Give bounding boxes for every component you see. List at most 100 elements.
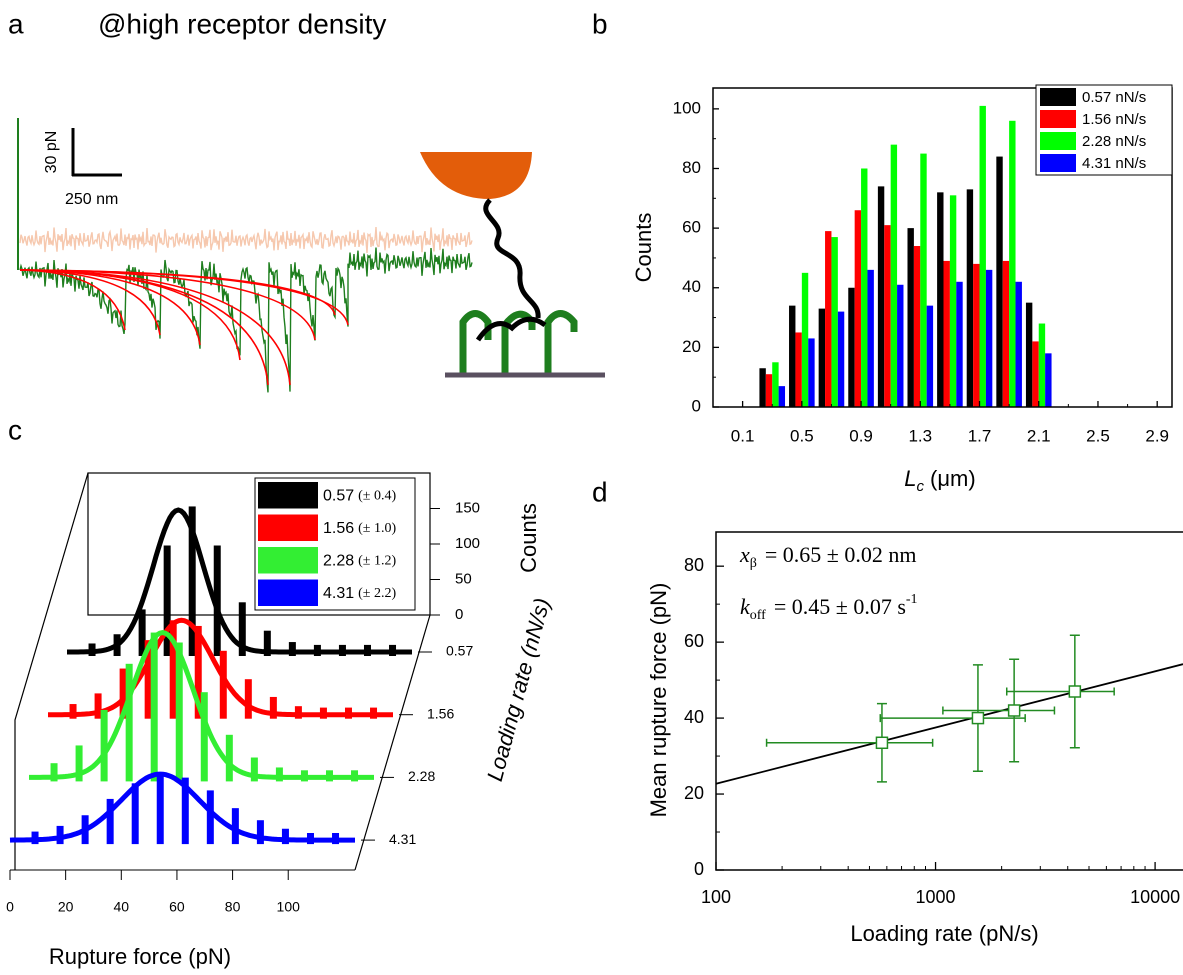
x-axis-unit: (μm)	[930, 466, 976, 491]
bar	[854, 210, 862, 407]
y-tick-label: 60	[682, 218, 701, 237]
bar	[949, 195, 957, 407]
bar	[281, 828, 289, 845]
legend-swatch	[1040, 88, 1076, 106]
bar	[795, 332, 802, 407]
fit-line	[715, 663, 1183, 785]
x-tick-label: 2.9	[1145, 426, 1169, 445]
bar	[225, 734, 233, 782]
panel-title: @high receptor density	[98, 8, 386, 39]
x-tick-label: 20	[58, 899, 74, 915]
x-tick-label: 2.5	[1086, 426, 1110, 445]
bar	[848, 287, 855, 407]
x-tick-label: 1.3	[908, 426, 932, 445]
x-tick-label: 1000	[916, 887, 956, 907]
scale-label: 30 pN	[43, 131, 60, 174]
legend-rate: 0.57	[323, 487, 354, 504]
bar	[913, 246, 921, 407]
annotation: xβ = 0.65 ± 0.02 nm	[739, 542, 916, 571]
y-tick-label: 1.56	[427, 705, 454, 721]
bar	[837, 311, 845, 407]
bar	[825, 231, 832, 407]
annotation-text: = 0.65 ± 0.02 nm	[765, 542, 917, 567]
wlc-fit	[19, 269, 291, 386]
bar	[269, 696, 277, 719]
legend-error: (± 1.2)	[358, 553, 396, 568]
bar	[69, 704, 77, 719]
bar	[75, 745, 83, 782]
y-tick-label: 0	[694, 859, 704, 879]
bar	[966, 189, 974, 407]
bar	[765, 374, 773, 407]
bar	[907, 228, 914, 407]
bar	[200, 692, 208, 782]
bar	[94, 693, 102, 719]
scale-bar	[71, 128, 122, 177]
bar	[194, 625, 202, 719]
x-axis-subscript: c	[917, 478, 925, 495]
bar	[926, 305, 934, 407]
bar	[219, 650, 227, 719]
panel-label: c	[8, 414, 22, 445]
bar	[213, 545, 221, 656]
x-axis-label: Loading rate (pN/s)	[850, 921, 1038, 946]
x-tick-label: 10000	[1130, 887, 1180, 907]
bar	[288, 642, 296, 656]
bar	[979, 105, 986, 407]
tether	[483, 198, 541, 319]
x-axis-label: Rupture force (pN)	[49, 944, 231, 969]
y-tick-label: 80	[682, 158, 701, 177]
bar	[956, 281, 963, 407]
bar	[231, 808, 239, 845]
legend-label: 1.56 (± 1.0)	[323, 520, 396, 537]
side-edge	[14, 472, 431, 871]
x-tick-label: 0	[6, 899, 14, 915]
bar	[188, 506, 196, 656]
bar	[250, 757, 258, 782]
bar	[100, 709, 108, 782]
fit-curve	[9, 771, 355, 843]
x-tick-label: 2.1	[1027, 426, 1051, 445]
x-axis-label: Lc (μm)	[904, 466, 975, 495]
y-axis-label: Mean rupture force (pN)	[646, 583, 671, 818]
bar	[801, 272, 809, 407]
annotation-symbol: x	[739, 542, 750, 567]
bar	[778, 386, 786, 407]
legend-rate: 2.28	[323, 552, 354, 569]
legend-error: (± 1.0)	[358, 521, 396, 536]
bar	[937, 192, 944, 407]
legend-rate: 1.56	[323, 520, 354, 537]
trace-approach	[19, 247, 473, 393]
y-tick-label: 40	[684, 707, 704, 727]
y-axis-label: Loading rate (nN/s)	[482, 595, 555, 783]
bar	[890, 144, 898, 407]
bar	[943, 260, 950, 407]
y-tick-label: 4.31	[389, 831, 416, 847]
bar	[50, 763, 58, 782]
z-axis-label: Counts	[516, 503, 541, 573]
bar	[106, 798, 114, 845]
bar	[759, 368, 766, 407]
bar	[789, 305, 796, 407]
bar	[1015, 281, 1022, 407]
legend-label: 2.28 (± 1.2)	[323, 552, 396, 569]
x-tick-label: 100	[701, 887, 731, 907]
bar	[920, 153, 927, 407]
y-tick-label: 0	[692, 396, 701, 415]
x-tick-label: 60	[169, 899, 185, 915]
y-tick-label: 80	[684, 555, 704, 575]
bar	[818, 308, 826, 407]
x-error-bar	[879, 714, 1026, 723]
bar	[897, 284, 904, 407]
annotation: koff = 0.45 ± 0.07 s-1	[740, 592, 918, 623]
x-error-bar	[1005, 687, 1115, 696]
z-tick-label: 100	[455, 535, 480, 552]
bar	[119, 668, 127, 719]
y-tick-label: 20	[684, 783, 704, 803]
point	[1068, 685, 1082, 698]
legend-label: 0.57 (± 0.4)	[323, 487, 396, 504]
legend-swatch	[1040, 110, 1076, 128]
bar	[169, 620, 177, 719]
legend-label: 0.57 nN/s	[1082, 89, 1146, 106]
legend-error: (± 0.4)	[358, 488, 396, 503]
